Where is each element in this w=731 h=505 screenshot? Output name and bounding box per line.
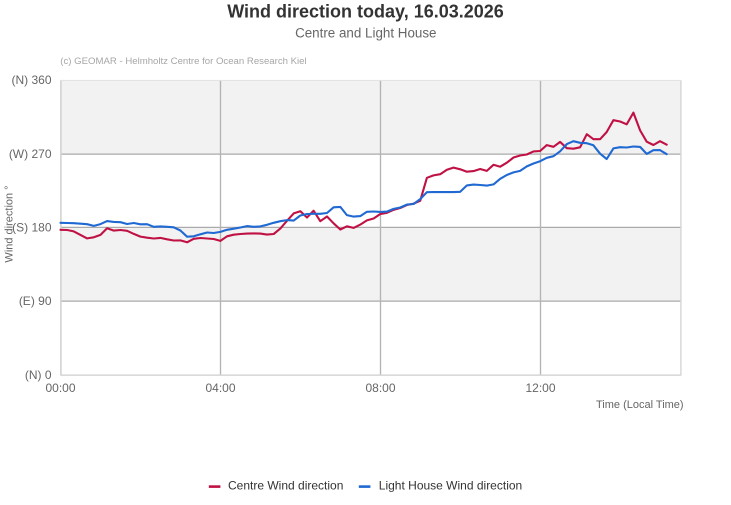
svg-text:08:00: 08:00 xyxy=(365,381,395,395)
svg-text:Time (Local Time): Time (Local Time) xyxy=(596,399,684,411)
svg-text:(N) 360: (N) 360 xyxy=(11,73,51,87)
svg-text:(S) 180: (S) 180 xyxy=(12,221,52,235)
svg-text:Wind direction today, 16.03.20: Wind direction today, 16.03.2026 xyxy=(227,2,504,22)
svg-text:Light House Wind direction: Light House Wind direction xyxy=(379,479,522,493)
svg-text:(E) 90: (E) 90 xyxy=(19,294,52,308)
svg-text:12:00: 12:00 xyxy=(525,381,555,395)
svg-text:Wind direction °: Wind direction ° xyxy=(3,185,15,262)
svg-text:(c) GEOMAR - Helmholtz Centre: (c) GEOMAR - Helmholtz Centre for Ocean … xyxy=(60,56,306,67)
svg-text:(W) 270: (W) 270 xyxy=(9,147,52,161)
svg-text:04:00: 04:00 xyxy=(205,381,235,395)
svg-text:00:00: 00:00 xyxy=(45,381,75,395)
svg-text:Centre and Light House: Centre and Light House xyxy=(295,26,436,41)
svg-text:(N) 0: (N) 0 xyxy=(25,368,52,382)
svg-text:Centre Wind direction: Centre Wind direction xyxy=(228,479,343,493)
